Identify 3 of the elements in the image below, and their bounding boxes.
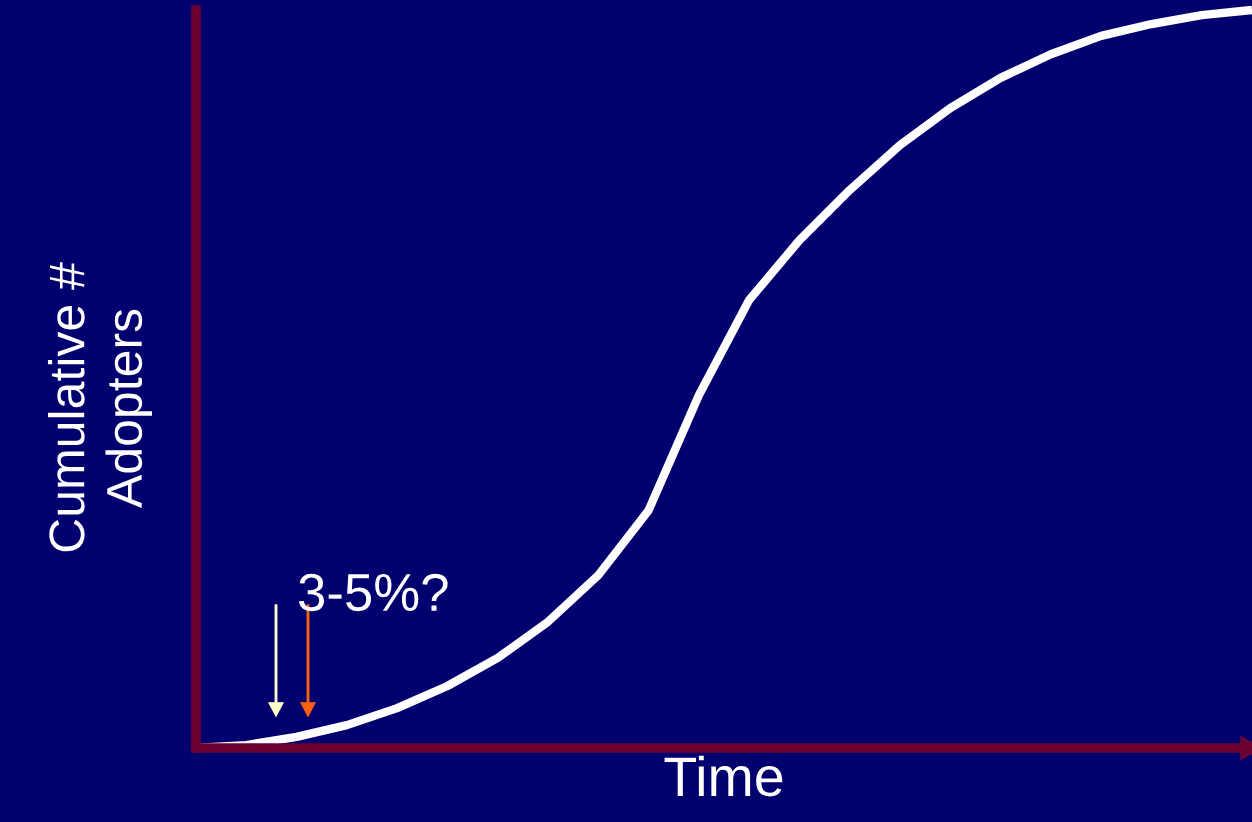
y-axis-title: Cumulative # Adopters	[47, 262, 153, 552]
x-axis-title: Time	[664, 755, 783, 797]
annotation: 3-5%?	[299, 573, 448, 612]
